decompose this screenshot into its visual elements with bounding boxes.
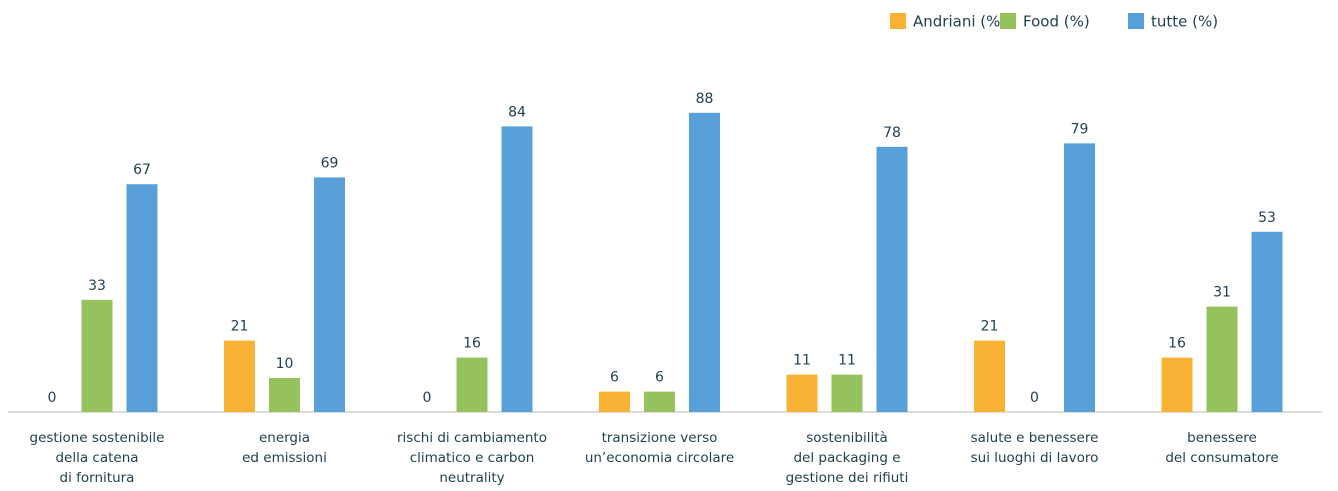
data-label: 6 <box>655 370 664 386</box>
bar <box>314 177 345 412</box>
x-tick-label: climatico e carbon <box>410 450 535 466</box>
x-tick-label: gestione sostenibile <box>30 430 165 446</box>
data-label: 33 <box>88 278 106 294</box>
x-tick-label: di fornitura <box>60 470 135 486</box>
bar <box>1064 143 1095 412</box>
x-tick-label: sostenibilità <box>806 430 888 446</box>
bar <box>126 184 158 412</box>
x-tick-label: neutrality <box>439 470 504 486</box>
bar <box>644 391 675 412</box>
legend-swatch <box>1000 13 1016 29</box>
data-label: 10 <box>276 356 294 372</box>
bar <box>1206 306 1238 412</box>
data-label: 16 <box>1168 336 1186 352</box>
data-label: 0 <box>423 390 432 406</box>
data-label: 0 <box>48 390 57 406</box>
data-label: 21 <box>231 319 249 335</box>
bar <box>974 340 1005 412</box>
x-tick-label: transizione verso <box>602 430 718 446</box>
bar <box>81 299 113 412</box>
data-label: 78 <box>883 125 901 141</box>
x-tick-label: rischi di cambiamento <box>397 430 547 446</box>
data-label: 11 <box>793 353 811 369</box>
data-label: 88 <box>696 91 714 107</box>
x-tick-label: benessere <box>1187 430 1257 446</box>
x-tick-label: ed emissioni <box>242 450 327 466</box>
data-label: 79 <box>1071 121 1089 137</box>
bar <box>456 357 488 412</box>
legend-label: Food (%) <box>1023 13 1090 31</box>
bar <box>786 374 818 412</box>
data-label: 31 <box>1213 285 1231 301</box>
data-label: 16 <box>463 336 481 352</box>
bar <box>876 146 908 413</box>
x-tick-label: del packaging e <box>793 450 900 466</box>
data-label: 84 <box>508 104 526 120</box>
data-label: 69 <box>321 155 339 171</box>
bar <box>501 126 533 413</box>
bar <box>1251 231 1283 412</box>
x-tick-label: della catena <box>55 450 138 466</box>
bar <box>224 340 255 412</box>
legend-swatch <box>1128 13 1144 29</box>
bar <box>269 378 300 412</box>
x-tick-label: salute e benessere <box>971 430 1099 446</box>
x-tick-label: gestione dei rifiuti <box>786 470 909 486</box>
data-label: 0 <box>1030 390 1039 406</box>
bar <box>689 112 720 413</box>
x-tick-label: un’economia circolare <box>585 450 734 466</box>
data-label: 67 <box>133 162 151 178</box>
x-tick-label: energia <box>259 430 310 446</box>
legend-label: Andriani (%) <box>913 13 1006 31</box>
data-label: 11 <box>838 353 856 369</box>
data-label: 6 <box>610 370 619 386</box>
data-label: 53 <box>1258 210 1276 226</box>
bar <box>599 391 630 412</box>
legend-swatch <box>890 13 906 29</box>
bar <box>1161 357 1193 412</box>
x-tick-label: sui luoghi di lavoro <box>971 450 1099 466</box>
legend-label: tutte (%) <box>1151 13 1218 31</box>
x-tick-label: del consumatore <box>1165 450 1278 466</box>
bar <box>831 374 863 412</box>
data-label: 21 <box>981 319 999 335</box>
